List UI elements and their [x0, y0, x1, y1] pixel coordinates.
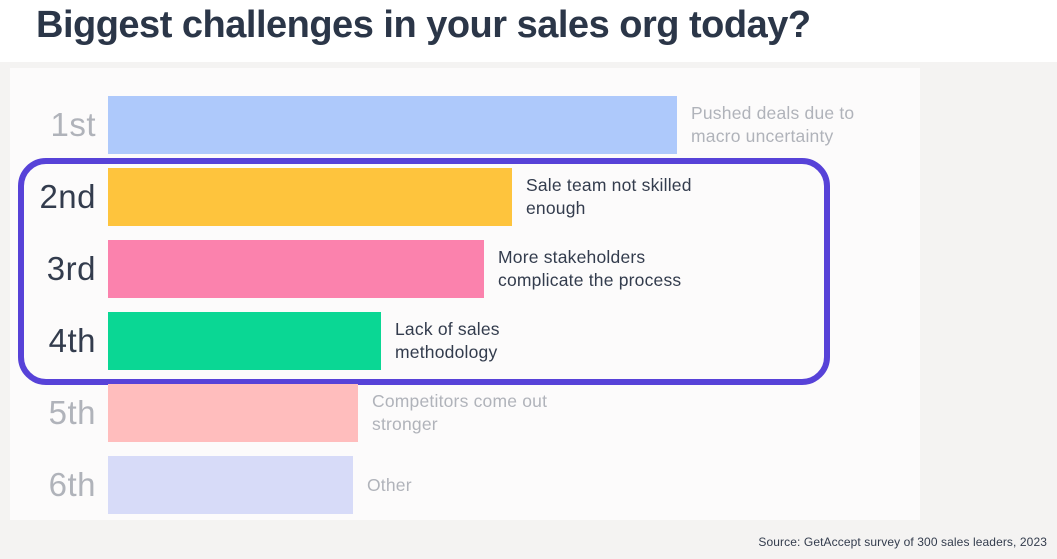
bar: [108, 168, 512, 226]
chart-row: 3rd More stakeholders complicate the proc…: [10, 240, 920, 298]
chart-row: 6th Other: [10, 456, 920, 514]
bar: [108, 312, 381, 370]
bar-annotation: More stakeholders complicate the process: [498, 247, 682, 290]
rank-label: 3rd: [46, 250, 96, 287]
chart-title: Biggest challenges in your sales org tod…: [36, 4, 811, 46]
bar: [108, 240, 484, 298]
rank-label: 1st: [50, 106, 96, 143]
bar: [108, 384, 358, 442]
source-attribution: Source: GetAccept survey of 300 sales le…: [758, 535, 1047, 549]
chart-row: 5th Competitors come out stronger: [10, 384, 920, 442]
rank-label: 2nd: [39, 178, 96, 215]
bar-annotation: Lack of sales methodology: [395, 319, 500, 362]
rank-label: 5th: [48, 394, 96, 431]
rank-label: 4th: [48, 322, 96, 359]
bar: [108, 456, 353, 514]
bar: [108, 96, 677, 154]
rank-label: 6th: [48, 466, 96, 503]
chart-row: 4th Lack of sales methodology: [10, 312, 920, 370]
chart-panel: 1st Pushed deals due to macro uncertainty…: [10, 68, 920, 520]
chart-row: 1st Pushed deals due to macro uncertainty: [10, 96, 920, 154]
chart-row: 2nd Sale team not skilled enough: [10, 168, 920, 226]
bar-annotation: Other: [367, 474, 412, 495]
highlight-box: [18, 158, 830, 385]
bar-annotation: Sale team not skilled enough: [526, 175, 692, 218]
bar-annotation: Pushed deals due to macro uncertainty: [691, 103, 855, 146]
bar-annotation: Competitors come out stronger: [372, 391, 548, 434]
